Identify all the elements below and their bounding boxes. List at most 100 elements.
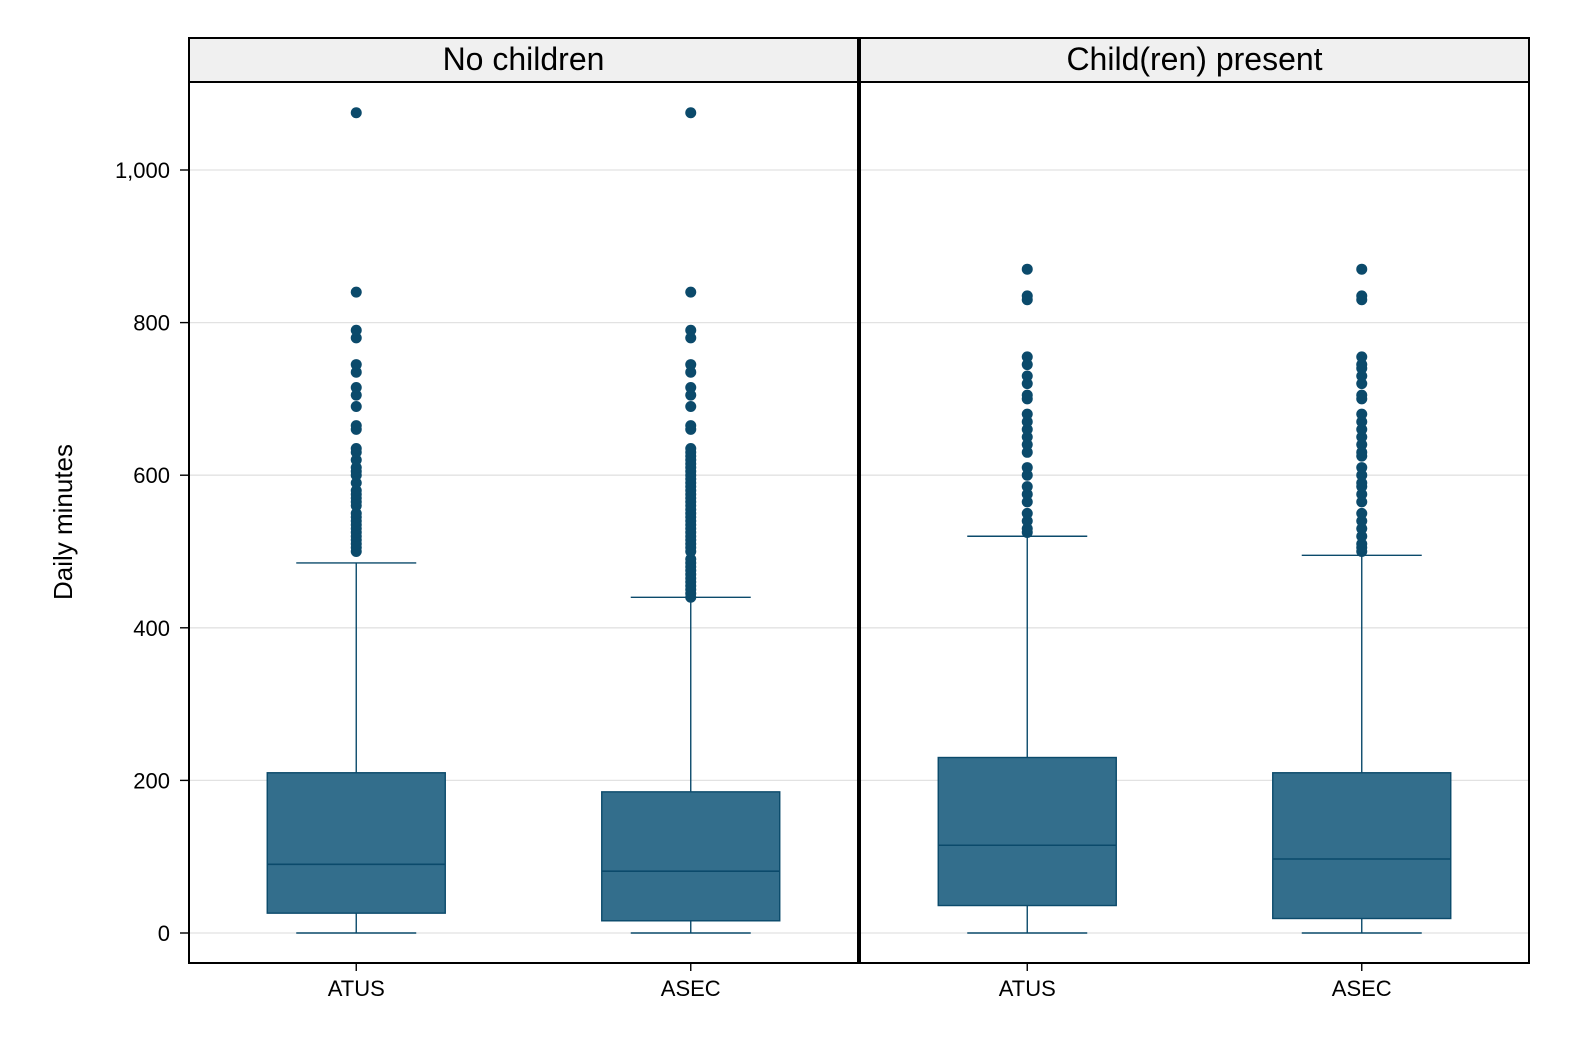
x-tick-label-asec: ASEC: [661, 976, 721, 1001]
panels: No children ATUS ASEC Child(ren) present ATU…: [188, 37, 1530, 1001]
y-tick-label-400: 400: [133, 616, 170, 641]
outlier-point: [350, 107, 362, 119]
outlier-point: [1021, 290, 1033, 302]
outlier-point: [685, 553, 697, 565]
box: [937, 756, 1117, 907]
outlier-point: [350, 420, 362, 432]
outlier-point: [1356, 389, 1368, 401]
outlier-point: [1021, 416, 1033, 428]
outlier-point: [350, 389, 362, 401]
outlier-point: [1356, 263, 1368, 275]
box-group-0-asec: ASEC: [601, 107, 781, 1001]
outlier-point: [685, 286, 697, 298]
outlier-point: [1356, 378, 1368, 390]
outlier-point: [685, 401, 697, 413]
outlier-point: [1021, 423, 1033, 435]
outlier-point: [1021, 446, 1033, 458]
outlier-point: [350, 477, 362, 489]
outlier-point: [350, 332, 362, 344]
outlier-point: [350, 454, 362, 466]
outlier-point: [1356, 370, 1368, 382]
outlier-point: [1021, 488, 1033, 500]
outlier-point: [1356, 446, 1368, 458]
outlier-point: [1356, 515, 1368, 527]
outlier-point: [350, 381, 362, 393]
outlier-point: [685, 420, 697, 432]
outlier-point: [685, 442, 697, 454]
y-tick-label-600: 600: [133, 463, 170, 488]
outlier-point: [1021, 439, 1033, 451]
y-tick-label-1000: 1,000: [115, 158, 170, 183]
outlier-point: [1021, 359, 1033, 371]
outlier-point: [1356, 462, 1368, 474]
panel-title-0: No children: [443, 41, 605, 77]
outlier-point: [685, 381, 697, 393]
box-group-1-atus: ATUS: [937, 263, 1117, 1001]
panel-1: Child(ren) present ATUS ASEC: [859, 37, 1530, 1001]
outlier-point: [1021, 263, 1033, 275]
box-group-0-atus: ATUS: [266, 107, 446, 1001]
outlier-point: [1356, 431, 1368, 443]
outlier-point: [350, 507, 362, 519]
outlier-point: [1356, 538, 1368, 550]
outlier-point: [1021, 431, 1033, 443]
panel-0: No children ATUS ASEC: [188, 37, 859, 1001]
outlier-point: [1021, 389, 1033, 401]
outlier-point: [1021, 507, 1033, 519]
outlier-point: [1356, 416, 1368, 428]
outlier-point: [1356, 496, 1368, 508]
outlier-point: [1021, 515, 1033, 527]
outlier-point: [1021, 408, 1033, 420]
outlier-point: [1356, 469, 1368, 481]
box: [1272, 772, 1452, 920]
outlier-point: [685, 332, 697, 344]
box-group-1-asec: ASEC: [1272, 263, 1452, 1001]
outlier-point: [685, 359, 697, 371]
outlier-point: [1021, 469, 1033, 481]
outlier-point: [1356, 290, 1368, 302]
outlier-point: [1356, 359, 1368, 371]
outlier-point: [1021, 370, 1033, 382]
outlier-point: [1356, 530, 1368, 542]
y-tick-label-200: 200: [133, 768, 170, 793]
outlier-point: [1021, 523, 1033, 535]
y-axis-title: Daily minutes: [48, 444, 78, 600]
outlier-point: [1021, 496, 1033, 508]
outlier-point: [1356, 507, 1368, 519]
outlier-point: [1356, 488, 1368, 500]
outlier-point: [685, 389, 697, 401]
x-tick-label-atus: ATUS: [328, 976, 385, 1001]
outlier-point: [350, 401, 362, 413]
outlier-point: [350, 324, 362, 336]
y-tick-label-800: 800: [133, 311, 170, 336]
outlier-point: [1021, 481, 1033, 493]
panel-strip-0: [188, 37, 859, 83]
outlier-point: [685, 324, 697, 336]
outlier-point: [1356, 423, 1368, 435]
outlier-point: [1356, 477, 1368, 489]
box: [601, 791, 781, 922]
outlier-point: [1356, 523, 1368, 535]
outlier-point: [350, 359, 362, 371]
outlier-point: [1021, 351, 1033, 363]
outlier-point: [1356, 408, 1368, 420]
outlier-point: [685, 107, 697, 119]
panel-frame-1: [859, 81, 1530, 964]
outlier-point: [350, 366, 362, 378]
y-tick-label-0: 0: [158, 921, 170, 946]
x-tick-label-atus: ATUS: [999, 976, 1056, 1001]
outlier-point: [350, 484, 362, 496]
box: [266, 772, 446, 914]
outlier-point: [685, 366, 697, 378]
outlier-point: [1356, 351, 1368, 363]
outlier-point: [1021, 378, 1033, 390]
outlier-point: [350, 442, 362, 454]
outlier-point: [350, 286, 362, 298]
outlier-point: [1356, 439, 1368, 451]
x-tick-label-asec: ASEC: [1332, 976, 1392, 1001]
panel-frame-0: [188, 81, 859, 964]
outlier-point: [350, 462, 362, 474]
panel-title-1: Child(ren) present: [1066, 41, 1322, 77]
outlier-point: [1021, 462, 1033, 474]
